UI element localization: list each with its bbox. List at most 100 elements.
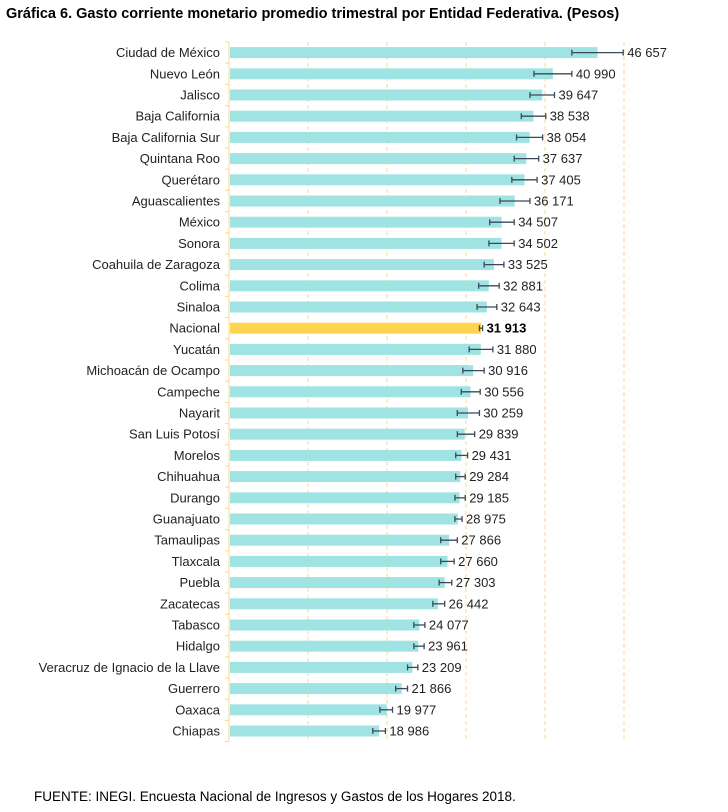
value-label: 19 977: [397, 702, 437, 717]
value-label: 28 975: [466, 512, 506, 527]
error-bar: [511, 176, 538, 183]
error-bar: [456, 410, 481, 416]
category-label: Jalisco: [180, 88, 220, 103]
category-label: Coahuila de Zaragoza: [92, 257, 221, 272]
value-label: 24 077: [429, 618, 469, 633]
value-label: 23 961: [428, 639, 468, 654]
error-bar: [462, 367, 485, 374]
value-label: 27 660: [458, 554, 498, 569]
category-label: Guerrero: [168, 681, 220, 696]
bar: [230, 153, 527, 165]
value-label: 37 637: [543, 151, 583, 166]
category-label: Nuevo León: [150, 66, 220, 81]
bar: [230, 471, 461, 483]
error-bar: [454, 494, 466, 501]
bar: [230, 428, 465, 440]
category-label: Oaxaca: [175, 702, 221, 717]
error-bar: [432, 600, 446, 607]
category-label: Baja California: [135, 109, 220, 124]
error-bar: [413, 622, 426, 628]
bar: [230, 449, 462, 461]
value-label: 23 209: [422, 660, 462, 675]
category-label: Morelos: [174, 448, 221, 463]
value-label: 29 431: [472, 448, 512, 463]
category-label: Ciudad de México: [116, 45, 220, 60]
value-label: 34 502: [518, 236, 558, 251]
category-label: San Luis Potosí: [129, 427, 220, 442]
value-label: 26 442: [449, 596, 489, 611]
bar: [230, 89, 543, 101]
error-bar: [440, 558, 455, 565]
bar: [230, 640, 419, 652]
category-label: Tlaxcala: [172, 554, 221, 569]
error-bar: [483, 261, 505, 268]
value-label: 33 525: [508, 257, 548, 272]
value-label: 29 839: [479, 427, 519, 442]
error-bar: [520, 113, 547, 120]
bar: [230, 237, 502, 249]
value-label: 30 259: [483, 406, 523, 421]
bar: [230, 598, 438, 610]
bars: [230, 47, 598, 737]
bar: [230, 407, 469, 419]
bar: [230, 555, 448, 567]
value-label: 29 185: [469, 490, 509, 505]
error-bar: [455, 473, 466, 480]
error-bar: [571, 49, 624, 56]
bar: [230, 301, 487, 313]
value-label: 46 657: [627, 45, 667, 60]
value-label: 39 647: [558, 88, 598, 103]
value-label: 38 538: [550, 109, 590, 124]
value-labels: 46 657 40 990 39 647 38 538 38 054 37 637 37 4…: [389, 45, 667, 738]
value-label: 30 556: [484, 384, 524, 399]
category-label: Hidalgo: [176, 639, 220, 654]
category-label: Campeche: [157, 384, 220, 399]
value-label: 27 303: [456, 575, 496, 590]
bar: [230, 259, 494, 271]
category-label: Colima: [180, 278, 221, 293]
error-bar: [478, 325, 484, 332]
bar: [230, 216, 502, 228]
value-label: 37 405: [541, 172, 581, 187]
error-bar: [438, 579, 453, 586]
error-bar: [488, 240, 515, 247]
bar: [230, 577, 445, 589]
error-bar: [395, 685, 409, 692]
bar: [230, 280, 489, 292]
bar: [230, 68, 553, 80]
value-label: 18 986: [389, 724, 429, 739]
bar: [230, 110, 534, 122]
error-bar: [468, 346, 494, 353]
bar: [230, 661, 413, 673]
error-bar: [529, 92, 556, 98]
value-label: 32 881: [503, 278, 543, 293]
error-bar: [513, 155, 540, 162]
bar: [230, 195, 515, 207]
bar: [230, 725, 379, 737]
bar: [230, 343, 481, 355]
category-label: Zacatecas: [160, 596, 220, 611]
error-bar: [455, 452, 469, 459]
value-label: 27 866: [461, 533, 501, 548]
bar: [230, 534, 450, 546]
value-label: 31 913: [487, 321, 527, 336]
category-label: Michoacán de Ocampo: [86, 363, 220, 378]
error-bar: [460, 388, 481, 395]
bar: [230, 683, 402, 695]
error-bar: [499, 198, 531, 204]
error-bar: [477, 282, 500, 289]
value-label: 21 866: [412, 681, 452, 696]
value-label: 40 990: [576, 66, 616, 81]
category-labels: Ciudad de México Nuevo León Jalisco Baja Ca…: [39, 45, 221, 738]
error-bar: [379, 706, 394, 713]
value-label: 30 916: [488, 363, 528, 378]
category-label: Yucatán: [173, 342, 220, 357]
value-label: 38 054: [547, 130, 587, 145]
error-bar: [515, 134, 544, 141]
bar: [230, 492, 460, 504]
error-bar: [372, 728, 387, 734]
value-label: 29 284: [469, 469, 509, 484]
bar: [230, 513, 458, 525]
bar: [230, 47, 598, 59]
error-bar: [406, 664, 419, 671]
